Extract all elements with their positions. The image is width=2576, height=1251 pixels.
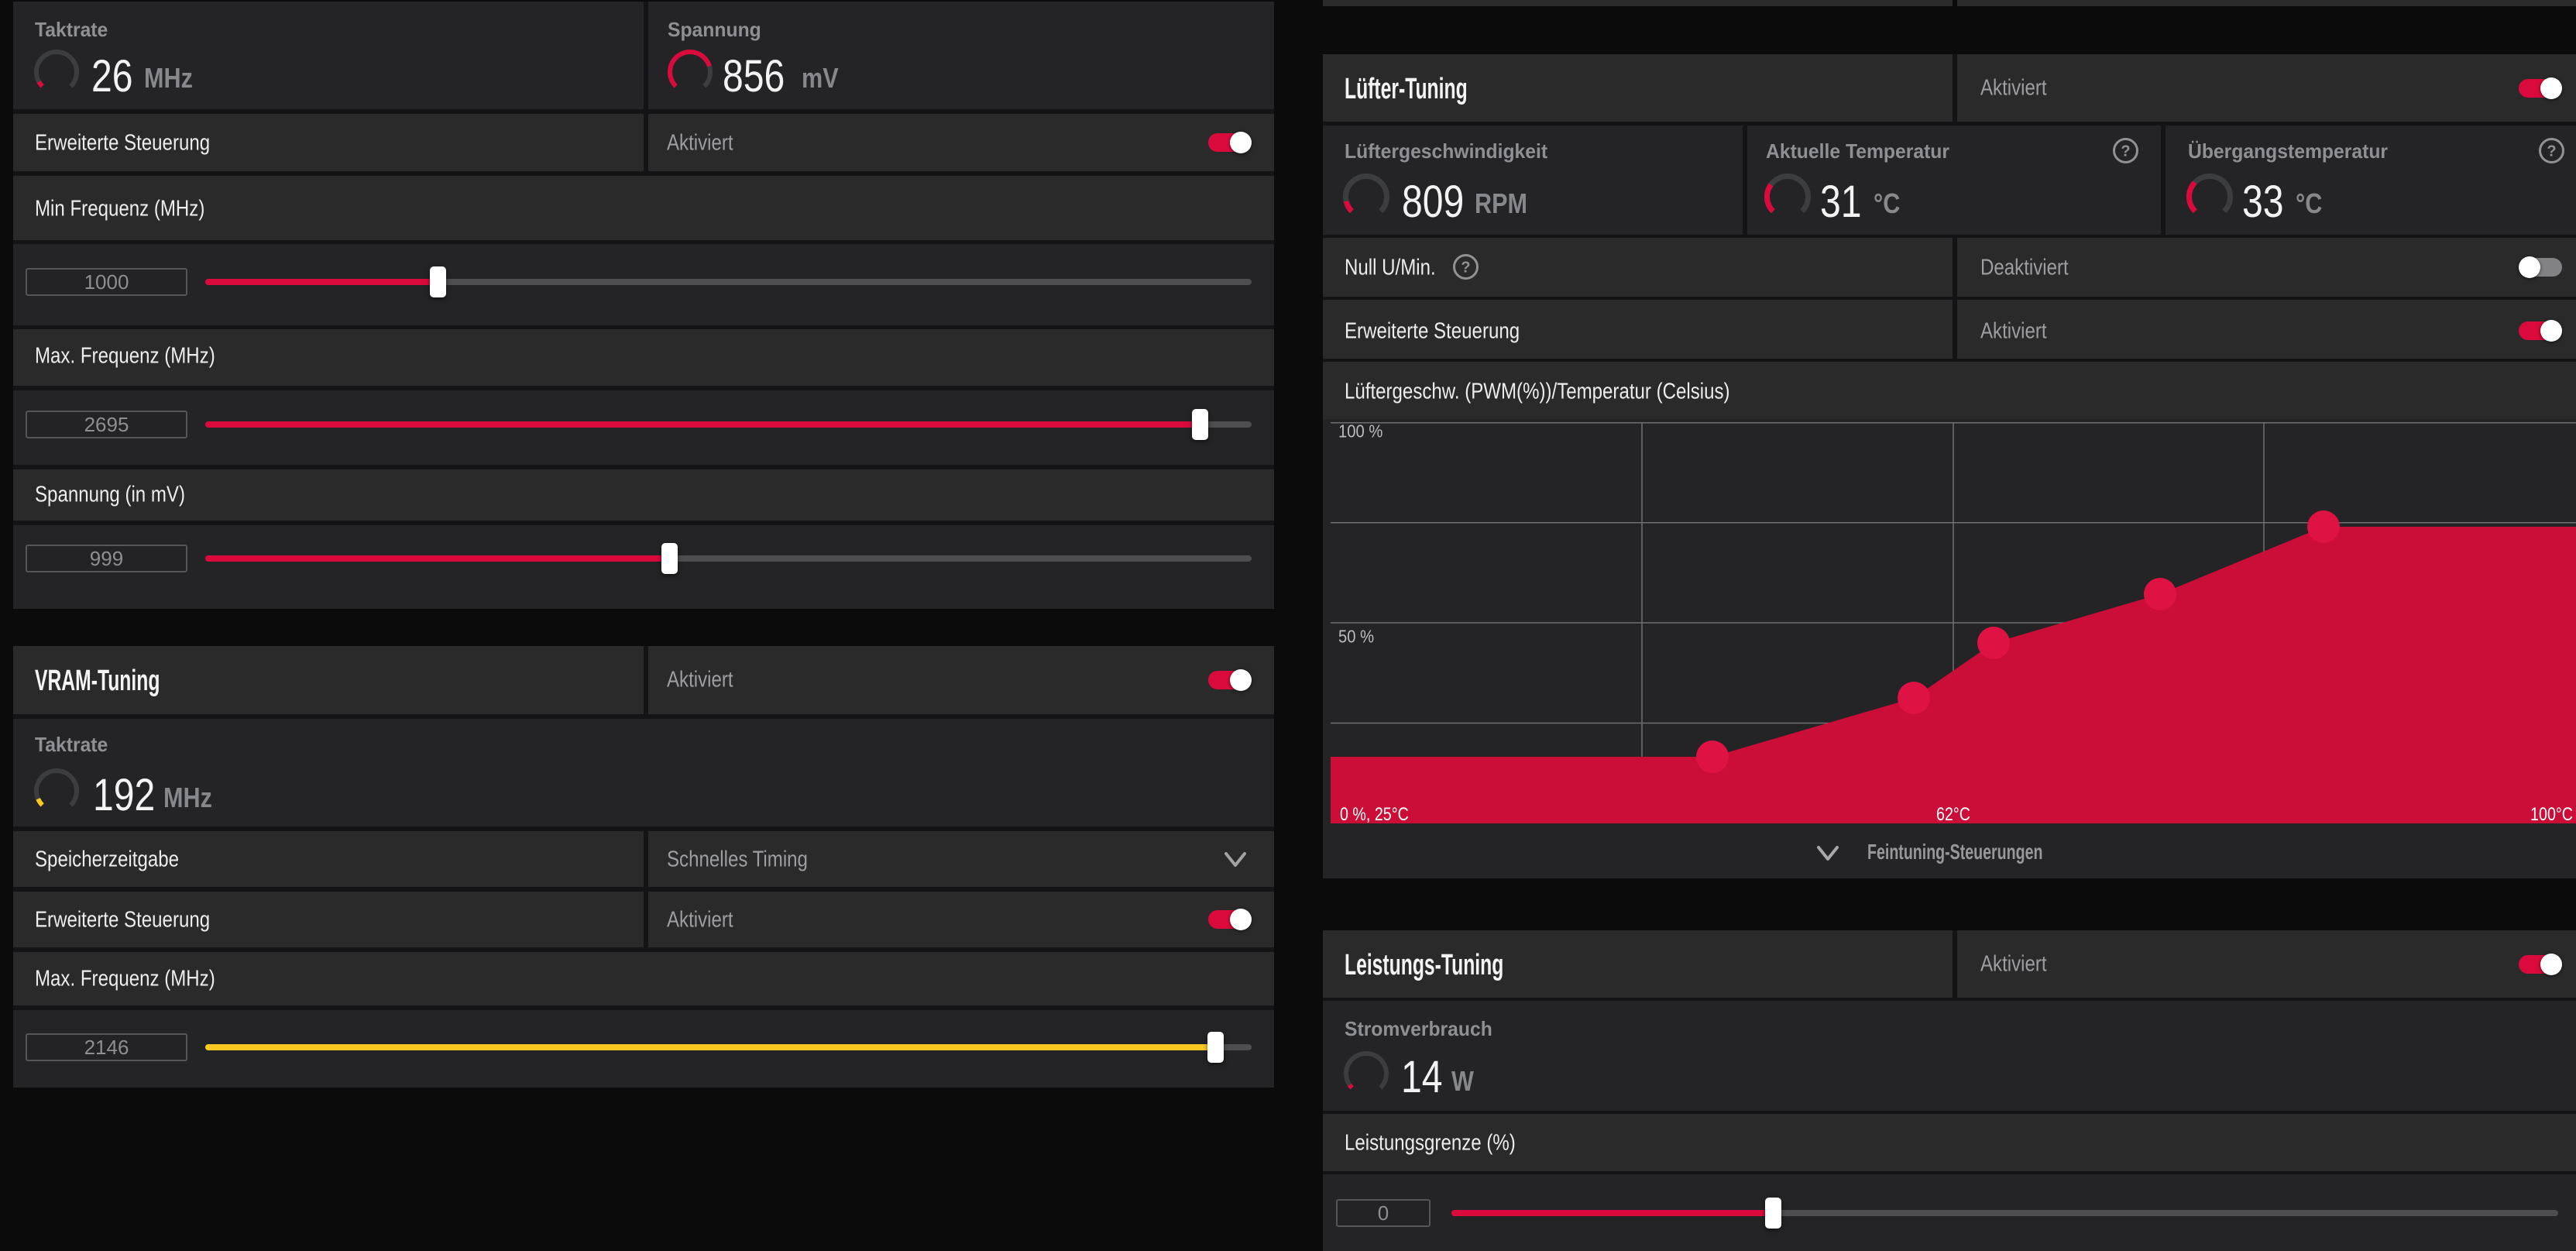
svg-text:?: ? (1461, 259, 1470, 277)
svg-text:?: ? (2547, 143, 2556, 160)
svg-text:?: ? (2121, 143, 2130, 160)
